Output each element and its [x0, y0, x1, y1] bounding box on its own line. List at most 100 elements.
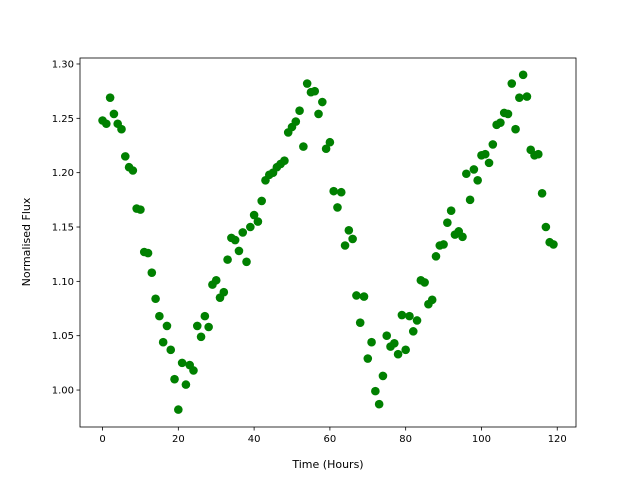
point: [325, 137, 335, 147]
point: [230, 235, 240, 245]
point: [238, 228, 248, 237]
x-tick-label: 40: [248, 434, 261, 445]
point: [151, 294, 160, 304]
point: [393, 349, 403, 359]
point: [431, 252, 441, 261]
point: [427, 295, 437, 305]
point: [158, 337, 168, 347]
point: [177, 358, 187, 368]
point: [367, 337, 376, 347]
point: [405, 311, 414, 321]
point: [147, 268, 157, 277]
point: [291, 117, 301, 126]
point: [192, 321, 202, 331]
point: [408, 327, 418, 336]
point: [363, 354, 373, 363]
point: [518, 70, 528, 80]
point: [397, 310, 407, 320]
point: [174, 405, 183, 414]
point: [310, 86, 320, 96]
point: [128, 166, 138, 175]
point: [302, 79, 312, 88]
point: [401, 345, 410, 355]
point: [359, 292, 369, 301]
point: [462, 169, 471, 179]
x-tick-label: 60: [324, 434, 337, 445]
point: [246, 222, 255, 232]
point: [412, 316, 422, 325]
point: [333, 203, 342, 212]
point: [374, 399, 384, 409]
point: [480, 149, 490, 159]
point: [295, 106, 304, 116]
point: [223, 255, 232, 264]
point: [117, 124, 126, 134]
point: [234, 246, 244, 256]
point: [136, 205, 145, 214]
point: [473, 175, 482, 185]
point: [314, 109, 323, 119]
point: [102, 119, 111, 129]
point: [355, 318, 365, 327]
y-axis-label: Normalised Flux: [20, 197, 33, 286]
plot-frame: [79, 57, 577, 428]
point: [469, 165, 479, 174]
point: [321, 144, 331, 154]
y-tick-label: 1.05: [52, 331, 74, 342]
point: [382, 331, 392, 341]
point: [219, 287, 229, 297]
y-tick-label: 1.20: [52, 168, 74, 179]
y-tick-label: 1.10: [52, 277, 74, 288]
point: [109, 109, 119, 119]
point: [280, 156, 289, 166]
x-axis-label: Time (Hours): [291, 458, 363, 471]
point: [507, 79, 517, 88]
point: [522, 92, 532, 101]
point: [242, 257, 251, 267]
x-tick-label: 80: [399, 434, 412, 445]
y-tick-label: 1.30: [52, 59, 74, 70]
point: [143, 248, 153, 258]
point: [336, 187, 346, 197]
y-tick-label: 1.25: [52, 114, 74, 125]
point: [200, 311, 210, 321]
point: [515, 93, 524, 102]
x-tick-label: 120: [548, 434, 567, 445]
point: [166, 345, 176, 355]
point: [496, 118, 505, 127]
point: [420, 278, 429, 287]
point: [439, 240, 448, 249]
point: [446, 206, 456, 216]
point: [549, 240, 558, 249]
point: [162, 321, 172, 331]
point: [170, 374, 179, 384]
point: [465, 195, 475, 205]
point: [344, 225, 354, 235]
point: [348, 234, 357, 244]
point: [204, 322, 213, 332]
point: [253, 217, 263, 226]
point: [189, 366, 198, 375]
point: [329, 186, 338, 196]
point: [105, 93, 115, 102]
point: [318, 97, 327, 107]
point: [511, 124, 520, 134]
x-tick-label: 100: [472, 434, 491, 445]
point: [488, 140, 498, 149]
x-tick-label: 0: [99, 434, 105, 445]
point: [120, 152, 130, 161]
y-tick-label: 1.15: [52, 223, 74, 234]
point: [371, 386, 380, 396]
point: [541, 222, 551, 232]
point: [537, 189, 547, 198]
point: [443, 218, 452, 227]
point: [378, 371, 388, 381]
point: [181, 380, 191, 389]
x-tick-label: 20: [172, 434, 185, 445]
point: [196, 332, 206, 342]
point: [155, 311, 164, 321]
point: [458, 232, 467, 242]
point: [249, 210, 259, 220]
